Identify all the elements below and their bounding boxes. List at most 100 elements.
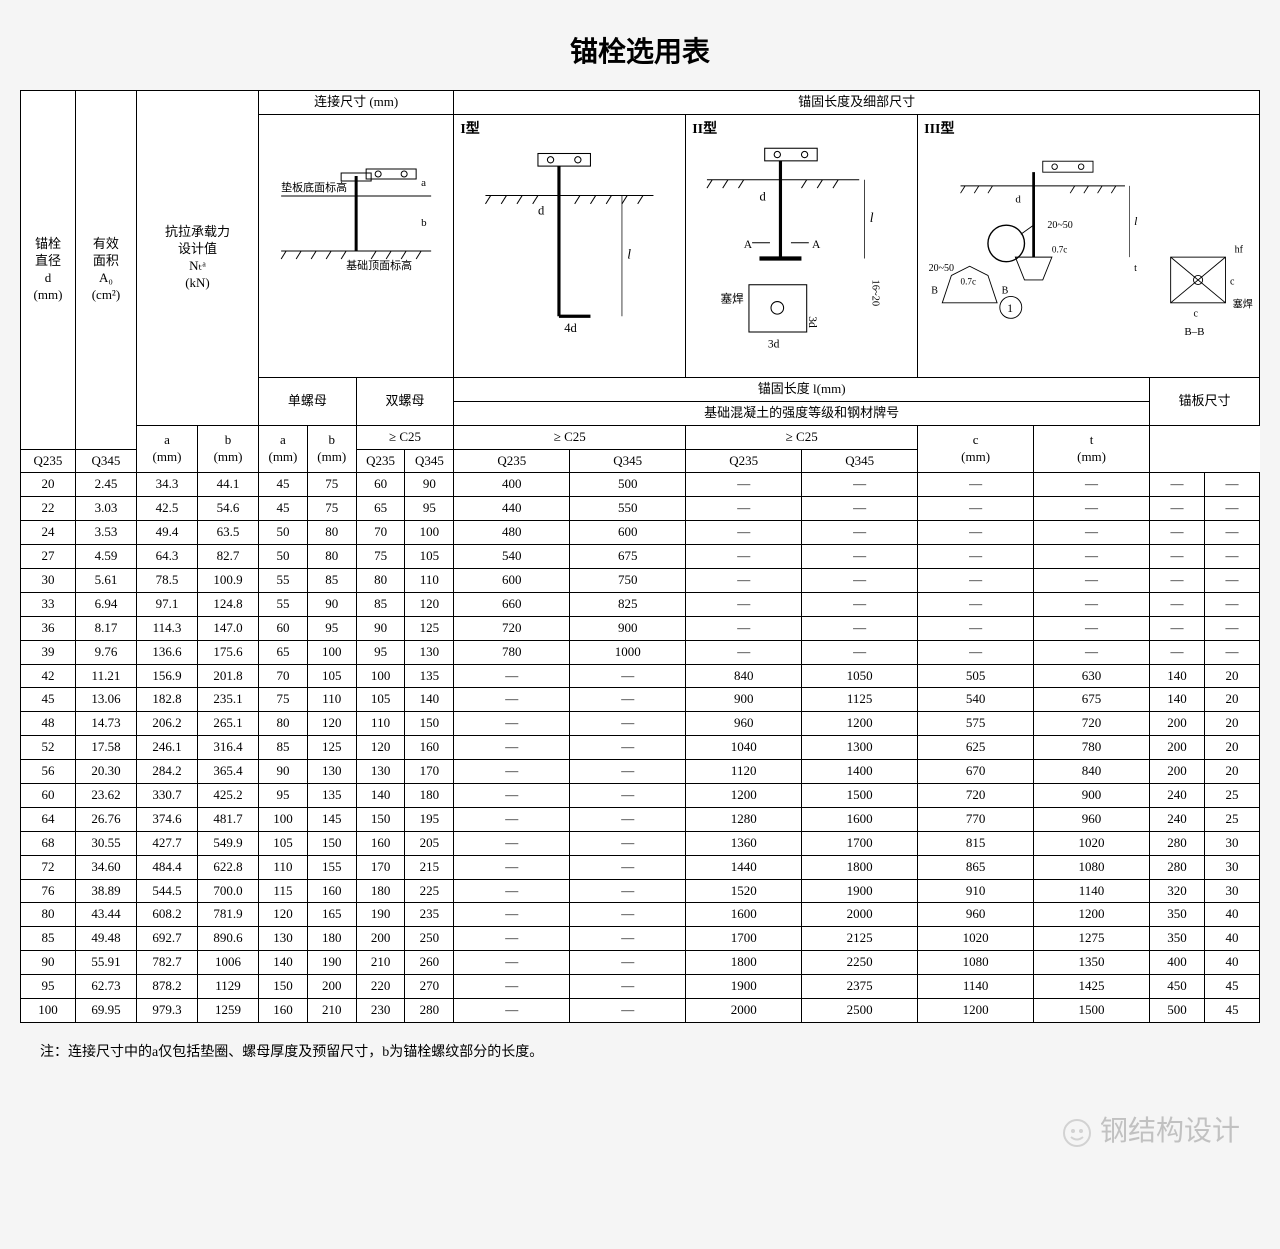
cell-sa: 140 — [259, 951, 308, 975]
cell-da: 65 — [356, 497, 405, 521]
cell-l2_345: 1600 — [802, 807, 918, 831]
table-body: 202.4534.344.145756090400500——————223.03… — [21, 473, 1260, 1022]
table-row: 305.6178.5100.9558580110600750—————— — [21, 569, 1260, 593]
cell-l3_345: 1350 — [1034, 951, 1150, 975]
cell-sa: 85 — [259, 736, 308, 760]
cell-da: 120 — [356, 736, 405, 760]
cell-l1_235: — — [454, 807, 570, 831]
diagram-connection: 垫板底面标高 基础顶面标高 a — [259, 114, 454, 377]
cell-a0: 11.21 — [75, 664, 136, 688]
cell-l1_345: — — [570, 927, 686, 951]
cell-l2_345: 1700 — [802, 831, 918, 855]
cell-l1_345: — — [570, 712, 686, 736]
cell-c: — — [1150, 497, 1205, 521]
cell-da: 220 — [356, 975, 405, 999]
cell-nt345: 549.9 — [197, 831, 258, 855]
cell-l2_345: 2375 — [802, 975, 918, 999]
cell-l3_235: 575 — [918, 712, 1034, 736]
cell-l3_345: — — [1034, 497, 1150, 521]
cell-d: 56 — [21, 760, 76, 784]
cell-t: 20 — [1204, 712, 1259, 736]
cell-nt345: 700.0 — [197, 879, 258, 903]
cell-t: 45 — [1204, 999, 1259, 1023]
svg-text:塞焊: 塞焊 — [1233, 297, 1253, 310]
cell-t: 40 — [1204, 903, 1259, 927]
cell-l1_235: 540 — [454, 545, 570, 569]
cell-sa: 150 — [259, 975, 308, 999]
cell-da: 160 — [356, 831, 405, 855]
cell-l1_345: 1000 — [570, 640, 686, 664]
cell-t: — — [1204, 473, 1259, 497]
cell-a0: 13.06 — [75, 688, 136, 712]
cell-nt235: 49.4 — [136, 521, 197, 545]
cell-nt345: 82.7 — [197, 545, 258, 569]
cell-d: 42 — [21, 664, 76, 688]
cell-d: 64 — [21, 807, 76, 831]
cell-a0: 3.53 — [75, 521, 136, 545]
hdr-q235-l2: Q235 — [454, 449, 570, 473]
cell-db: 150 — [405, 712, 454, 736]
cell-nt345: 425.2 — [197, 784, 258, 808]
cell-l1_345: 675 — [570, 545, 686, 569]
cell-c: 140 — [1150, 664, 1205, 688]
cell-l3_345: 900 — [1034, 784, 1150, 808]
cell-nt235: 284.2 — [136, 760, 197, 784]
cell-da: 140 — [356, 784, 405, 808]
cell-nt345: 63.5 — [197, 521, 258, 545]
cell-d: 52 — [21, 736, 76, 760]
svg-text:l: l — [1134, 214, 1138, 228]
table-row: 4814.73206.2265.180120110150——9601200575… — [21, 712, 1260, 736]
cell-c: 400 — [1150, 951, 1205, 975]
cell-l1_345: — — [570, 831, 686, 855]
cell-a0: 55.91 — [75, 951, 136, 975]
table-row: 5620.30284.2365.490130130170——1120140067… — [21, 760, 1260, 784]
cell-l3_345: 1425 — [1034, 975, 1150, 999]
cell-l3_345: — — [1034, 473, 1150, 497]
cell-t: 20 — [1204, 688, 1259, 712]
table-row: 274.5964.382.7508075105540675—————— — [21, 545, 1260, 569]
svg-text:d: d — [760, 190, 767, 204]
table-row: 7234.60484.4622.8110155170215——144018008… — [21, 855, 1260, 879]
cell-l1_235: — — [454, 784, 570, 808]
hdr-a0: 有效 面积 A₀ (cm²) — [75, 91, 136, 450]
hdr-single-nut: 单螺母 — [259, 377, 357, 425]
cell-d: 20 — [21, 473, 76, 497]
cell-l2_345: — — [802, 521, 918, 545]
cell-db: 205 — [405, 831, 454, 855]
cell-c: 280 — [1150, 855, 1205, 879]
cell-c: 450 — [1150, 975, 1205, 999]
cell-l3_235: 625 — [918, 736, 1034, 760]
table-row: 6830.55427.7549.9105150160205——136017008… — [21, 831, 1260, 855]
cell-nt235: 136.6 — [136, 640, 197, 664]
cell-db: 140 — [405, 688, 454, 712]
cell-l3_235: 1020 — [918, 927, 1034, 951]
cell-sb: 100 — [307, 640, 356, 664]
cell-sb: 145 — [307, 807, 356, 831]
cell-d: 80 — [21, 903, 76, 927]
cell-l2_235: — — [686, 569, 802, 593]
cell-nt345: 890.6 — [197, 927, 258, 951]
cell-a0: 4.59 — [75, 545, 136, 569]
cell-sa: 90 — [259, 760, 308, 784]
cell-a0: 62.73 — [75, 975, 136, 999]
hdr-d: 锚栓 直径 d (mm) — [21, 91, 76, 450]
cell-db: 100 — [405, 521, 454, 545]
cell-c: — — [1150, 521, 1205, 545]
cell-sa: 75 — [259, 688, 308, 712]
cell-sb: 120 — [307, 712, 356, 736]
cell-l1_235: — — [454, 831, 570, 855]
cell-db: 225 — [405, 879, 454, 903]
svg-text:16~20: 16~20 — [870, 280, 881, 307]
cell-l3_235: — — [918, 640, 1034, 664]
cell-d: 27 — [21, 545, 76, 569]
cell-l1_235: — — [454, 688, 570, 712]
cell-l2_235: 1120 — [686, 760, 802, 784]
cell-l1_235: — — [454, 879, 570, 903]
table-row: 10069.95979.31259160210230280——200025001… — [21, 999, 1260, 1023]
cell-d: 45 — [21, 688, 76, 712]
svg-text:b: b — [421, 217, 427, 229]
svg-text:d: d — [538, 203, 545, 217]
cell-d: 60 — [21, 784, 76, 808]
cell-db: 160 — [405, 736, 454, 760]
cell-db: 120 — [405, 592, 454, 616]
